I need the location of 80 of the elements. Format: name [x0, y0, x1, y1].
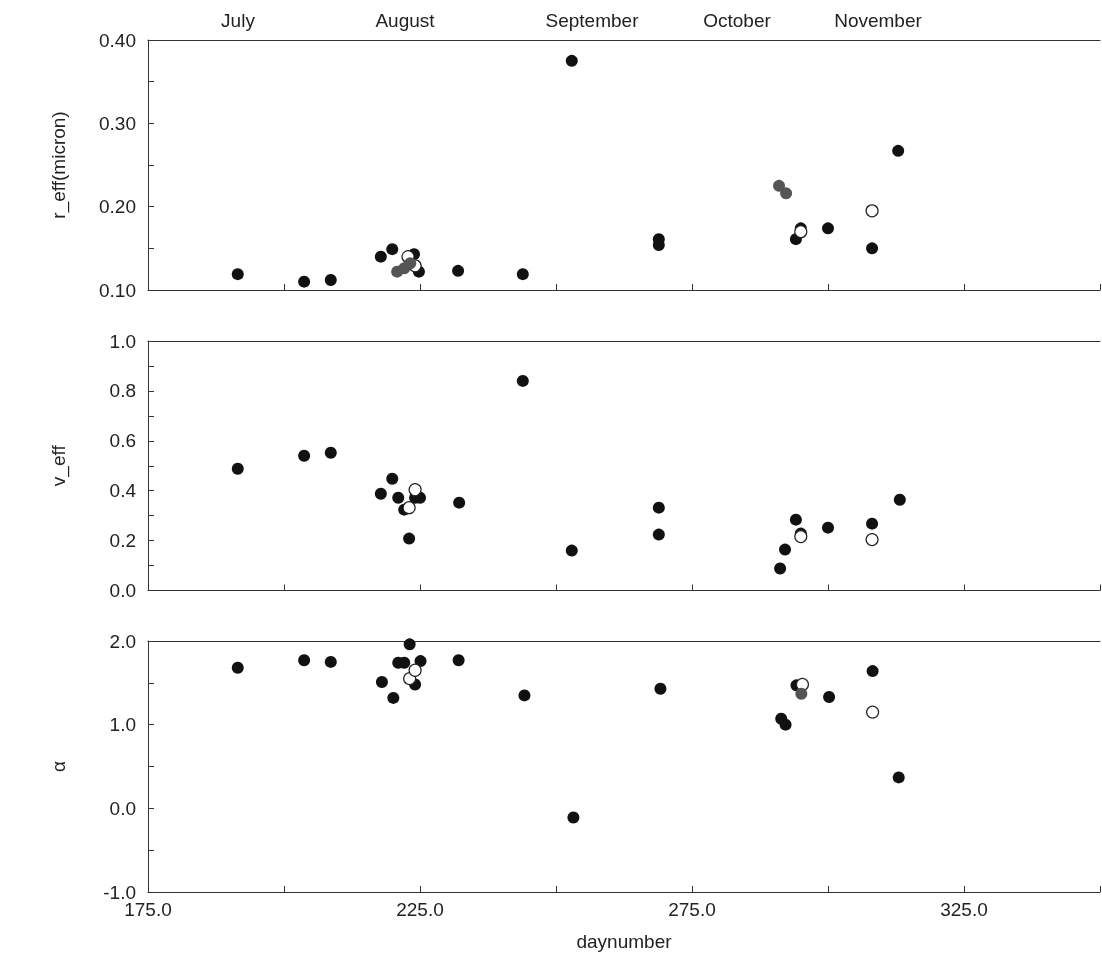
point [374, 487, 387, 500]
point [516, 374, 529, 387]
point [231, 268, 244, 281]
point [773, 179, 786, 192]
point [892, 771, 905, 784]
point [518, 689, 531, 702]
point [866, 242, 879, 255]
point [324, 446, 337, 459]
point [893, 493, 906, 506]
point [789, 513, 802, 526]
point [866, 665, 879, 678]
x-tick-label: 275.0 [668, 899, 716, 920]
point [298, 654, 311, 667]
point [565, 54, 578, 67]
y-tick-label: 0.0 [109, 797, 136, 819]
y-tick-label: 0.40 [99, 29, 136, 51]
point [822, 222, 834, 235]
point [779, 718, 792, 731]
y-tick-label: 0.4 [109, 480, 137, 502]
y-tick-label: 0.10 [99, 279, 136, 301]
point [324, 274, 337, 286]
y-tick-label: 2.0 [109, 630, 136, 652]
point [387, 691, 400, 704]
y-tick-label: 1.0 [109, 714, 136, 736]
point [795, 687, 808, 700]
y-tick-label: 0.8 [109, 380, 136, 402]
point [516, 268, 529, 281]
point [865, 533, 879, 547]
point [453, 496, 466, 509]
point [375, 676, 388, 688]
point [298, 449, 311, 462]
point [779, 543, 792, 556]
y-tick-label: 0.6 [109, 430, 136, 452]
y-axis-title: r_eff(micron) [48, 111, 70, 219]
point [403, 638, 416, 651]
x-axis-title: daynumber [576, 931, 673, 952]
point [652, 528, 665, 541]
point [386, 243, 399, 256]
point [892, 144, 905, 157]
text: August [375, 9, 436, 31]
point [866, 517, 879, 530]
point [774, 562, 787, 575]
point [452, 654, 465, 667]
x-tick-label: 225.0 [396, 899, 444, 920]
point [794, 530, 808, 544]
point [408, 483, 422, 497]
point [404, 257, 417, 270]
text: November [834, 9, 923, 31]
point [452, 264, 465, 277]
point [652, 501, 665, 514]
point [866, 705, 880, 719]
point [231, 661, 244, 674]
y-tick-label: 1.0 [109, 330, 136, 352]
y-tick-label: 0.30 [99, 112, 136, 134]
point [780, 187, 793, 200]
point [822, 521, 834, 534]
point [374, 250, 387, 263]
point [865, 204, 879, 218]
point [324, 655, 337, 668]
point [565, 544, 578, 557]
point [654, 682, 667, 695]
y-tick-label: 0.20 [99, 196, 136, 218]
point [403, 532, 416, 545]
text: September [545, 9, 640, 31]
point [402, 501, 416, 515]
y-axis-title: α [48, 760, 69, 772]
x-tick-label: 325.0 [940, 899, 988, 920]
point [392, 491, 405, 504]
point [794, 225, 808, 239]
text: October [703, 9, 772, 31]
point [823, 691, 836, 704]
point [567, 811, 580, 824]
point [386, 472, 399, 485]
y-axis-title: v_eff [48, 444, 70, 487]
y-tick-label: 0.2 [109, 530, 136, 552]
point [408, 663, 422, 677]
y-tick-label: 0.0 [109, 580, 136, 601]
point [231, 462, 244, 475]
point [298, 275, 311, 288]
text: July [221, 9, 256, 31]
